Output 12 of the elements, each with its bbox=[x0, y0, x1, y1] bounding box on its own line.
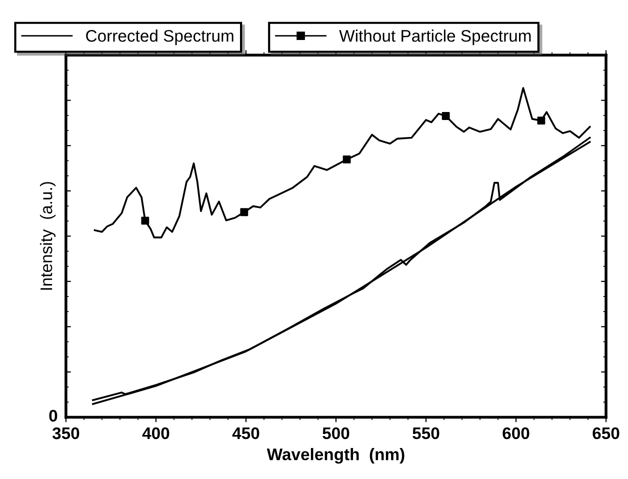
x-tick-label: 600 bbox=[502, 427, 530, 440]
x-tick-label: 500 bbox=[322, 427, 350, 440]
y-axis-title: Intensity (a.u.) bbox=[40, 182, 56, 290]
legend-label: Corrected Spectrum bbox=[86, 30, 234, 46]
x-tick-label: 350 bbox=[52, 427, 80, 440]
text: 0 bbox=[49, 410, 58, 422]
x-tick-label: 450 bbox=[232, 427, 260, 440]
legend-label: Without Particle Spectrum bbox=[339, 30, 531, 46]
x-axis-title: Wavelength (nm) bbox=[266, 448, 404, 464]
x-tick-label: 550 bbox=[412, 427, 440, 440]
x-tick-label: 650 bbox=[592, 427, 620, 440]
x-tick-label: 400 bbox=[142, 427, 170, 440]
